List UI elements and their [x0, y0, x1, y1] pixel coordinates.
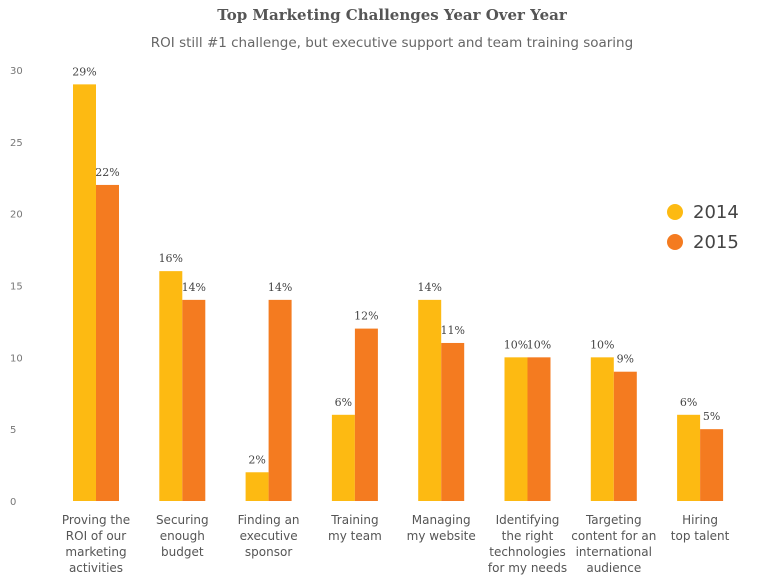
x-tick-label: executive	[240, 529, 298, 543]
bar-2015	[182, 299, 206, 501]
data-label-2015: 9%	[617, 353, 634, 366]
x-tick-label: for my needs	[488, 561, 567, 575]
x-tick-label: activities	[69, 561, 123, 575]
bar-2015	[527, 357, 551, 501]
legend-label-2014: 2014	[693, 202, 739, 223]
x-tick-label: marketing	[65, 545, 126, 559]
x-tick-label: my website	[407, 529, 476, 543]
data-label-2015: 12%	[354, 310, 378, 323]
data-label-2014: 2%	[248, 453, 265, 466]
bar-2015	[441, 342, 465, 501]
x-tick-label: my team	[328, 529, 382, 543]
legend-label-2015: 2015	[693, 232, 739, 253]
y-tick-label: 15	[10, 282, 23, 293]
data-label-2014: 6%	[680, 396, 697, 409]
chart-title: Top Marketing Challenges Year Over Year	[217, 6, 567, 24]
data-label-2015: 22%	[95, 166, 119, 179]
data-label-2014: 6%	[335, 396, 352, 409]
x-tick-label: top talent	[671, 529, 730, 543]
x-tick-label: Identifying	[496, 513, 560, 527]
y-tick-label: 10	[10, 353, 23, 364]
y-tick-label: 25	[10, 138, 23, 149]
data-label-2014: 16%	[159, 252, 183, 265]
bar-2015	[354, 328, 378, 501]
x-tick-label: enough	[160, 529, 205, 543]
x-tick-label: international	[576, 545, 652, 559]
data-label-2015: 14%	[268, 281, 292, 294]
bar-2014	[590, 357, 614, 501]
data-label-2015: 5%	[703, 410, 720, 423]
x-tick-label: audience	[586, 561, 641, 575]
x-tick-label: Securing	[156, 513, 209, 527]
y-tick-label: 20	[10, 210, 23, 221]
bar-2015	[268, 299, 292, 501]
data-label-2014: 10%	[590, 338, 614, 351]
x-tick-label: content for an	[571, 529, 656, 543]
x-tick-label: the right	[502, 529, 554, 543]
y-tick-label: 0	[10, 497, 16, 508]
data-label-2014: 29%	[72, 65, 96, 78]
data-label-2014: 14%	[417, 281, 441, 294]
x-tick-label: Training	[330, 513, 378, 527]
x-tick-label: ROI of our	[66, 529, 126, 543]
bar-2015	[700, 429, 724, 501]
x-tick-label: Proving the	[62, 513, 130, 527]
x-tick-label: Hiring	[682, 513, 718, 527]
bar-2014	[677, 414, 701, 501]
data-label-2014: 10%	[504, 338, 528, 351]
x-tick-label: Managing	[412, 513, 471, 527]
y-tick-label: 30	[10, 66, 23, 77]
bar-2014	[331, 414, 355, 501]
x-tick-label: budget	[161, 545, 204, 559]
x-tick-label: Targeting	[585, 513, 642, 527]
x-tick-label: technologies	[489, 545, 566, 559]
data-label-2015: 10%	[527, 338, 551, 351]
y-tick-label: 5	[10, 425, 16, 436]
bar-2014	[73, 84, 96, 501]
x-tick-label: sponsor	[245, 545, 292, 559]
data-label-2015: 11%	[440, 324, 464, 337]
legend-marker-2014	[667, 204, 683, 220]
chart-subtitle: ROI still #1 challenge, but executive su…	[150, 35, 634, 51]
bar-2014	[159, 271, 183, 501]
bar-2014	[418, 299, 442, 501]
x-tick-label: Finding an	[238, 513, 300, 527]
legend-marker-2015	[667, 234, 683, 250]
data-label-2015: 14%	[182, 281, 206, 294]
bar-2015	[96, 184, 119, 501]
bar-2014	[504, 357, 528, 501]
bar-2015	[613, 371, 637, 501]
bar-2014	[245, 472, 269, 501]
